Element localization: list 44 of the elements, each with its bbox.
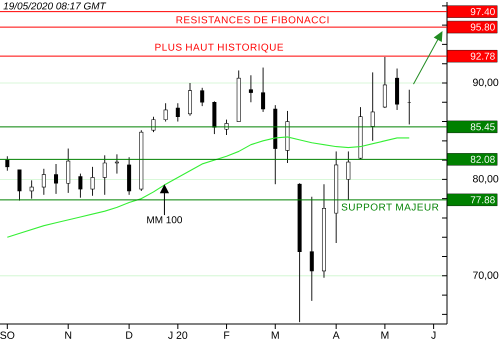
x-tick-label: A — [332, 332, 340, 339]
annotation: PLUS HAUT HISTORIQUE — [155, 44, 284, 52]
candlestick — [151, 116, 156, 133]
y-tick-label: 70,00 — [473, 271, 498, 280]
candlestick — [310, 196, 314, 302]
candlestick — [176, 102, 180, 122]
candlestick — [164, 102, 168, 122]
candlestick — [346, 150, 350, 200]
x-tick-label: M — [381, 332, 388, 339]
annotation: 19/05/2020 08:17 GMT — [3, 2, 106, 10]
ref-line-label: 85.45 — [470, 123, 495, 130]
ref-line-label: 77.88 — [470, 196, 495, 204]
candlestick — [261, 67, 266, 112]
candlestick — [66, 148, 70, 194]
ref-line-label: 95.80 — [470, 24, 495, 31]
candlestick — [200, 87, 204, 107]
ref-line-label: 97.40 — [470, 8, 495, 16]
candlestick — [102, 154, 107, 196]
candlestick — [90, 166, 95, 196]
y-tick-label: 80,00 — [472, 175, 498, 184]
candlestick — [114, 154, 119, 174]
x-tick-label: J 20 — [168, 332, 188, 339]
x-tick-label: D — [126, 332, 132, 339]
annotation: RESISTANCES DE FIBONACCI — [176, 16, 328, 24]
candlestick — [248, 74, 253, 103]
y-tick-label: 90,00 — [473, 78, 498, 88]
candlestick — [54, 164, 58, 194]
ref-line-label: 82.08 — [470, 156, 495, 163]
candlestick — [382, 56, 387, 108]
annotation: SUPPORT MAJEUR — [342, 204, 438, 211]
x-tick-label: N — [65, 332, 72, 339]
candlestick — [42, 168, 46, 196]
candlestick — [188, 82, 192, 116]
candlestick — [78, 173, 82, 198]
candlestick — [370, 72, 375, 142]
candlestick — [5, 156, 10, 172]
x-tick-label: J — [431, 332, 436, 339]
annotation: MM 100 — [147, 216, 182, 224]
x-tick-label: SO — [0, 332, 14, 339]
x-tick-label: F — [224, 332, 230, 339]
x-tick-label: M — [272, 332, 279, 339]
candlestick — [17, 169, 22, 202]
candlestick — [30, 180, 34, 200]
ref-line-label: 92.78 — [470, 52, 495, 60]
